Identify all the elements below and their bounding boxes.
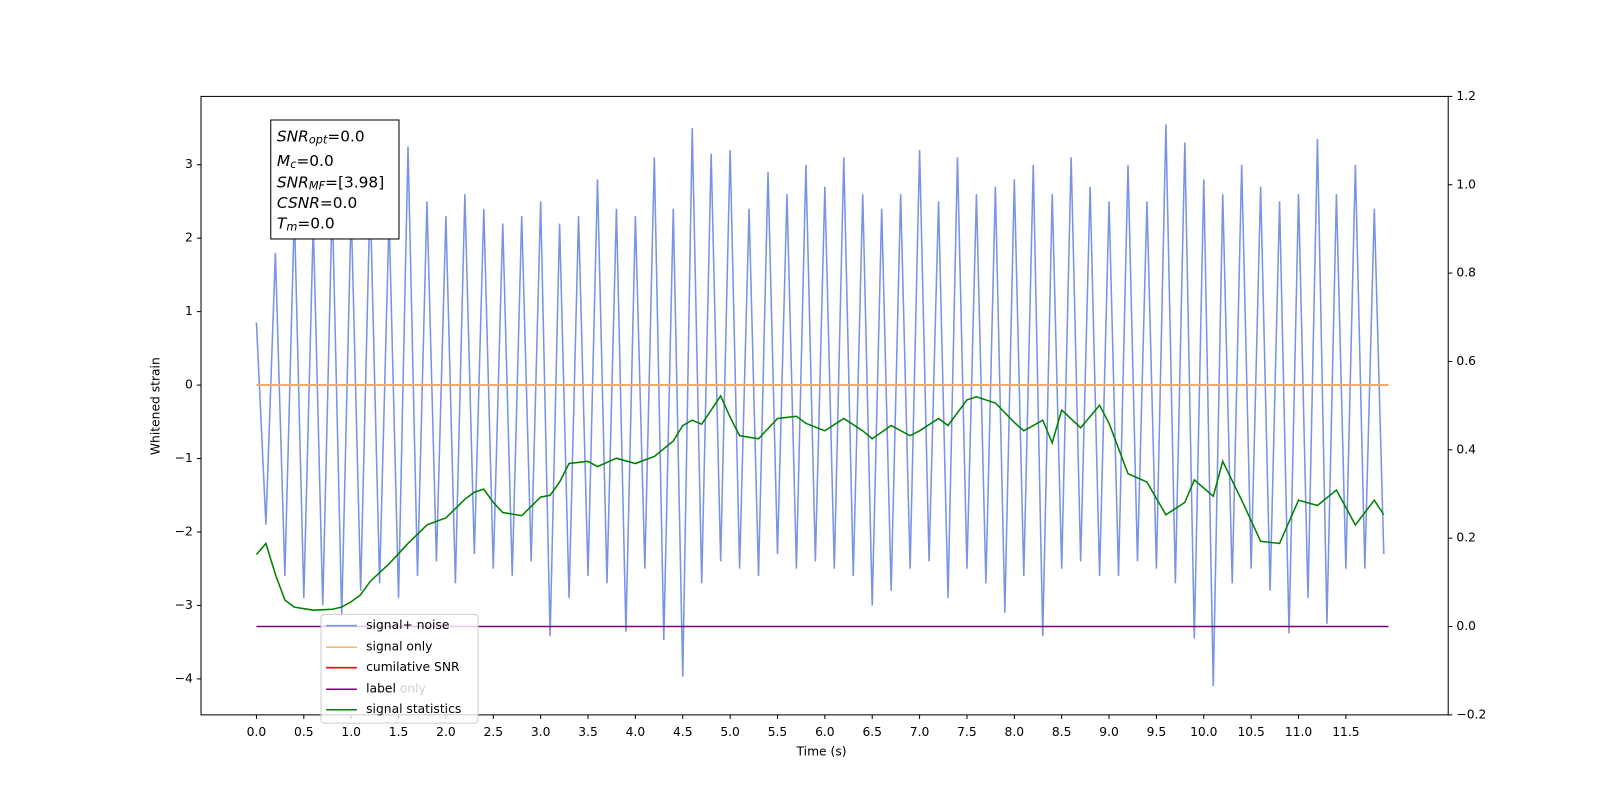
- annotation-line: SNRopt=0.0: [277, 127, 365, 147]
- x-tick-label: 8.0: [1005, 725, 1025, 739]
- x-tick-label: 4.0: [626, 725, 646, 739]
- y-tick-label: 3: [185, 157, 193, 171]
- y2-tick-label: 0.6: [1456, 354, 1476, 368]
- y2-tick-label: 1.2: [1456, 89, 1476, 103]
- annotation-symbol: T: [277, 214, 288, 232]
- annotation-line: CSNR=0.0: [277, 194, 357, 212]
- y2-tick-label: 0.0: [1456, 619, 1476, 633]
- x-tick-label: 10.0: [1190, 725, 1217, 739]
- series-line: [255, 394, 1385, 611]
- y-tick-label: 2: [185, 231, 193, 245]
- x-tick-label: 2.0: [436, 725, 456, 739]
- legend-label: signal only: [366, 640, 432, 654]
- annotation-symbol: SNR: [277, 127, 309, 145]
- annotation-line: Mc=0.0: [277, 152, 334, 172]
- annotation-value: =0.0: [296, 152, 333, 170]
- annotation-value: =[3.98]: [325, 173, 384, 191]
- x-tick-label: 7.0: [910, 725, 930, 739]
- annotation-subscript: opt: [309, 134, 328, 147]
- y-tick-label: −2: [175, 524, 193, 538]
- y2-tick-label: 0.2: [1456, 531, 1476, 545]
- x-tick-label: 5.0: [720, 725, 740, 739]
- annotation-symbol: SNR: [277, 173, 309, 191]
- annotation-line: Tm=0.0: [277, 214, 335, 234]
- y2-tick-label: 0.4: [1456, 442, 1476, 456]
- x-tick-label: 6.0: [815, 725, 835, 739]
- legend: label only signal+ noise signal only cumila…: [320, 613, 479, 724]
- annotation-symbol: M: [277, 152, 290, 170]
- x-tick-label: 9.5: [1147, 725, 1167, 739]
- annotation-subscript: m: [286, 221, 297, 234]
- y2-tick-label: 0.8: [1456, 266, 1476, 280]
- x-tick-label: 1.0: [341, 725, 361, 739]
- legend-overlay-label: label only: [366, 682, 426, 696]
- y-tick-label: −3: [175, 598, 193, 612]
- x-tick-label: 6.5: [862, 725, 882, 739]
- y2-tick-label: 1.0: [1456, 177, 1476, 191]
- legend-label: signal statistics: [366, 702, 461, 716]
- x-tick-label: 8.5: [1052, 725, 1072, 739]
- legend-label: signal+ noise: [366, 618, 449, 632]
- x-tick-label: 2.5: [484, 725, 504, 739]
- y-tick-label: −4: [175, 671, 193, 685]
- series-line: [255, 124, 1385, 687]
- x-tick-label: 9.0: [1099, 725, 1119, 739]
- x-tick-label: 0.5: [294, 725, 314, 739]
- x-tick-label: 5.5: [768, 725, 788, 739]
- x-tick-label: 10.5: [1237, 725, 1264, 739]
- legend-box: [320, 613, 479, 724]
- x-tick-label: 0.0: [247, 725, 267, 739]
- y-axis-label: Whitened strain: [148, 357, 162, 455]
- annotation-box: [270, 119, 400, 240]
- annotation-value: =0.0: [297, 214, 334, 232]
- legend-label: cumilative SNR: [366, 660, 460, 674]
- y-tick-label: 0: [185, 378, 193, 392]
- annotation-subscript: c: [290, 158, 297, 171]
- x-tick-label: 4.5: [673, 725, 693, 739]
- legend-label: label: [366, 682, 396, 696]
- y-tick-label: 1: [185, 304, 193, 318]
- annotation-value: =0.0: [327, 127, 364, 145]
- x-tick-label: 1.5: [389, 725, 409, 739]
- annotation-value: =0.0: [320, 194, 357, 212]
- x-tick-label: 3.0: [531, 725, 551, 739]
- annotation: SNRopt=0.0Mc=0.0SNRMF=[3.98]CSNR=0.0Tm=0…: [270, 119, 400, 240]
- annotation-line: SNRMF=[3.98]: [277, 173, 384, 193]
- x-tick-label: 11.5: [1332, 725, 1359, 739]
- x-axis-label: Time (s): [796, 744, 847, 758]
- y2-tick-label: −0.2: [1456, 707, 1486, 721]
- x-tick-label: 7.5: [957, 725, 977, 739]
- annotation-symbol: CSNR: [277, 194, 320, 212]
- x-tick-label: 11.0: [1285, 725, 1312, 739]
- annotation-subscript: MF: [309, 180, 326, 193]
- y-tick-label: −1: [175, 451, 193, 465]
- x-tick-label: 3.5: [578, 725, 598, 739]
